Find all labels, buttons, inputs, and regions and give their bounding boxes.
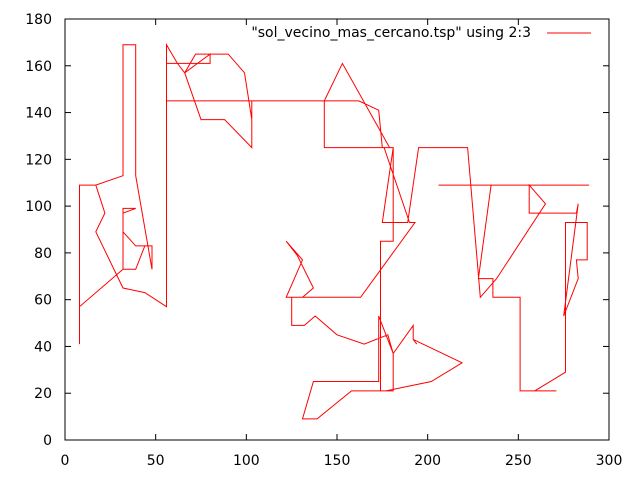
x-tick-label: 100 xyxy=(233,453,260,469)
x-tick-label: 150 xyxy=(324,453,351,469)
y-tick-label: 100 xyxy=(25,199,52,215)
series-line xyxy=(79,42,590,420)
x-tick-label: 50 xyxy=(147,453,165,469)
y-tick-label: 0 xyxy=(43,433,52,449)
ticks-layer: 0 50 100 150 200 250 300 0 20 40 60 80 100 120 140 160 1… xyxy=(25,12,622,469)
y-tick-label: 120 xyxy=(25,152,52,168)
y-tick-label: 20 xyxy=(34,386,52,402)
y-tick-label: 140 xyxy=(25,106,52,122)
y-tick-label: 160 xyxy=(25,59,52,75)
y-tick-label: 180 xyxy=(25,12,52,28)
series-layer xyxy=(79,42,590,420)
y-tick-label: 60 xyxy=(34,293,52,309)
y-tick-label: 80 xyxy=(34,246,52,262)
legend: "sol_vecino_mas_cercano.tsp" using 2:3 xyxy=(251,25,591,41)
x-tick-label: 200 xyxy=(414,453,441,469)
plot-frame xyxy=(64,18,610,441)
x-tick-label: 0 xyxy=(61,453,70,469)
legend-label: "sol_vecino_mas_cercano.tsp" using 2:3 xyxy=(251,25,531,41)
x-tick-label: 250 xyxy=(505,453,532,469)
y-tick-label: 40 xyxy=(34,339,52,355)
x-tick-label: 300 xyxy=(596,453,623,469)
